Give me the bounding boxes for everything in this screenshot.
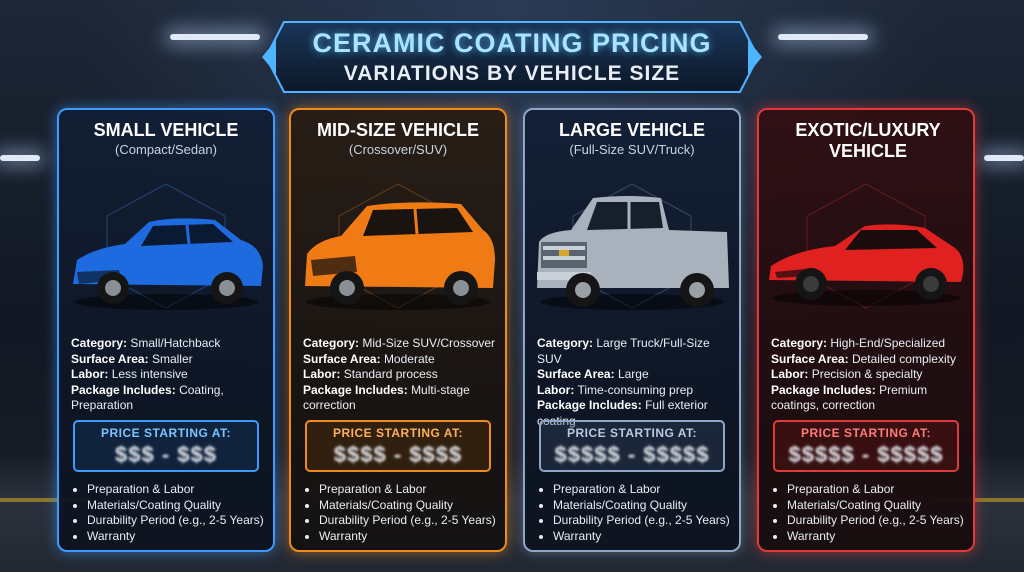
- price-label: PRICE STARTING AT:: [100, 426, 232, 440]
- pricing-card-midsize: MID-SIZE VEHICLE (Crossover/SUV) Categor…: [289, 108, 507, 552]
- spec-list: Category: High-End/Specialized Surface A…: [771, 336, 967, 414]
- spec-surface: Surface Area: Detailed complexity: [771, 351, 956, 366]
- floor-marking: [0, 498, 90, 502]
- spec-category: Category: Small/Hatchback: [71, 336, 221, 350]
- spec-package: Package Includes: Coating, Preparation: [71, 382, 224, 413]
- factor-item: Materials/Coating Quality: [87, 498, 283, 514]
- factor-item: Materials/Coating Quality: [787, 498, 983, 514]
- factor-item: Warranty: [319, 529, 515, 545]
- price-value: $$$$ - $$$$: [333, 442, 463, 467]
- card-subtitle: (Full-Size SUV/Truck): [569, 142, 695, 157]
- factor-list: Preparation & Labor Materials/Coating Qu…: [75, 482, 283, 544]
- factor-item: Durability Period (e.g., 2-5 Years): [87, 513, 283, 529]
- banner-frame: [262, 21, 762, 93]
- wall-light: [984, 155, 1024, 161]
- spec-surface: Surface Area: Moderate: [303, 351, 435, 366]
- pricing-card-small: SMALL VEHICLE (Compact/Sedan) Category: …: [57, 108, 275, 552]
- factor-item: Preparation & Labor: [553, 482, 749, 498]
- title-banner: CERAMIC COATING PRICING VARIATIONS BY VE…: [262, 18, 762, 96]
- factor-item: Preparation & Labor: [87, 482, 283, 498]
- spec-category: Category: Mid-Size SUV/Crossover: [303, 336, 496, 350]
- card-subtitle: (Compact/Sedan): [115, 142, 217, 157]
- spec-surface: Surface Area: Large: [537, 367, 649, 381]
- sports-car-icon: [769, 183, 964, 309]
- pricing-card-large: LARGE VEHICLE (Full-Size SUV/Truck) Cate…: [523, 108, 741, 552]
- price-box: PRICE STARTING AT: $$$$$ - $$$$$: [539, 420, 725, 472]
- spec-list: Category: Small/Hatchback Surface Area: …: [71, 336, 267, 414]
- spec-list: Category: Mid-Size SUV/Crossover Surface…: [303, 336, 499, 414]
- price-box: PRICE STARTING AT: $$$ - $$$: [73, 420, 259, 472]
- price-value: $$$ - $$$: [115, 442, 217, 467]
- floor-marking: [934, 498, 1024, 502]
- card-title: MID-SIZE VEHICLE: [316, 120, 479, 140]
- spec-surface: Surface Area: Smaller: [71, 351, 193, 366]
- factor-item: Materials/Coating Quality: [553, 498, 749, 514]
- factor-item: Durability Period (e.g., 2-5 Years): [553, 513, 749, 529]
- page-title: CERAMIC COATING PRICING: [312, 28, 712, 58]
- price-label: PRICE STARTING AT:: [332, 426, 464, 440]
- factor-item: Materials/Coating Quality: [319, 498, 515, 514]
- factor-list: Preparation & Labor Materials/Coating Qu…: [775, 482, 983, 544]
- price-label: PRICE STARTING AT:: [566, 426, 698, 440]
- spec-labor: Labor: Less intensive: [71, 367, 188, 381]
- pricing-card-exotic: EXOTIC/LUXURY VEHICLE Category: High-End…: [757, 108, 975, 552]
- spec-category: Category: Large Truck/Full-Size SUV: [537, 336, 710, 366]
- pickup-truck-icon: [537, 183, 729, 310]
- factor-item: Warranty: [787, 529, 983, 545]
- spec-list: Category: Large Truck/Full-Size SUV Surf…: [537, 336, 733, 429]
- ceiling-light: [170, 34, 260, 40]
- sports-car-image: [765, 176, 967, 326]
- spec-package: Package Includes: Full exterior coating: [537, 398, 708, 428]
- price-box: PRICE STARTING AT: $$$$$ - $$$$$: [773, 420, 959, 472]
- card-title: LARGE VEHICLE: [558, 120, 705, 140]
- ceiling-light: [778, 34, 868, 40]
- price-value: $$$$$ - $$$$$: [554, 442, 710, 467]
- price-value: $$$$$ - $$$$$: [788, 442, 944, 467]
- factor-item: Durability Period (e.g., 2-5 Years): [319, 513, 515, 529]
- spec-labor: Labor: Standard process: [303, 367, 438, 381]
- card-title: SMALL VEHICLE: [93, 120, 239, 140]
- factor-item: Durability Period (e.g., 2-5 Years): [787, 513, 983, 529]
- price-label: PRICE STARTING AT:: [800, 426, 932, 440]
- truck-image: [531, 176, 733, 326]
- factor-item: Warranty: [553, 529, 749, 545]
- card-title: EXOTIC/LUXURY VEHICLE: [795, 120, 941, 161]
- factor-list: Preparation & Labor Materials/Coating Qu…: [541, 482, 749, 544]
- factor-item: Preparation & Labor: [319, 482, 515, 498]
- factor-item: Warranty: [87, 529, 283, 545]
- spec-package: Package Includes: Multi-stage correction: [303, 382, 470, 413]
- spec-labor: Labor: Precision & specialty: [771, 367, 923, 381]
- page-subtitle: VARIATIONS BY VEHICLE SIZE: [343, 62, 681, 85]
- card-subtitle: (Crossover/SUV): [348, 142, 448, 157]
- price-box: PRICE STARTING AT: $$$$ - $$$$: [305, 420, 491, 472]
- spec-category: Category: High-End/Specialized: [771, 336, 946, 350]
- spec-package: Package Includes: Premium coatings, corr…: [771, 382, 928, 413]
- wall-light: [0, 155, 40, 161]
- spec-labor: Labor: Time-consuming prep: [537, 382, 694, 397]
- suv-icon: [305, 183, 495, 310]
- factor-list: Preparation & Labor Materials/Coating Qu…: [307, 482, 515, 544]
- factor-item: Preparation & Labor: [787, 482, 983, 498]
- sedan-icon: [73, 183, 263, 310]
- suv-image: [297, 176, 499, 326]
- sedan-image: [65, 176, 267, 326]
